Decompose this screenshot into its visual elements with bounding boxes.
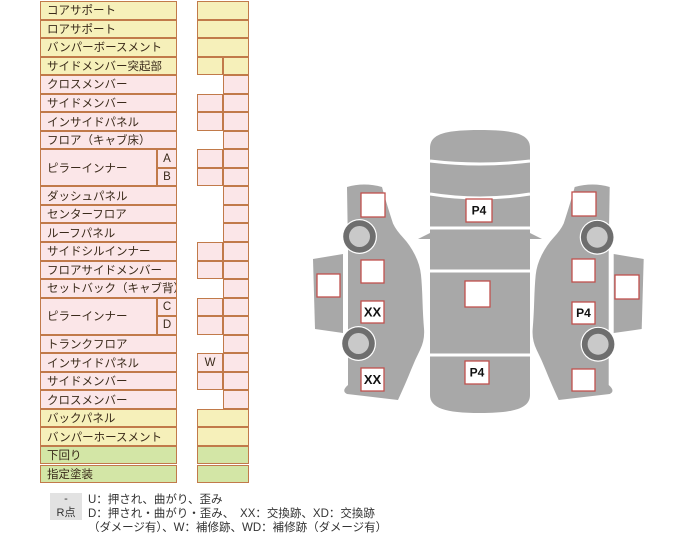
svg-text:P4: P4	[472, 204, 487, 218]
svg-text:P4: P4	[576, 306, 591, 320]
svg-text:XX: XX	[364, 372, 382, 387]
svg-text:XX: XX	[364, 305, 382, 320]
svg-text:P4: P4	[470, 366, 485, 380]
